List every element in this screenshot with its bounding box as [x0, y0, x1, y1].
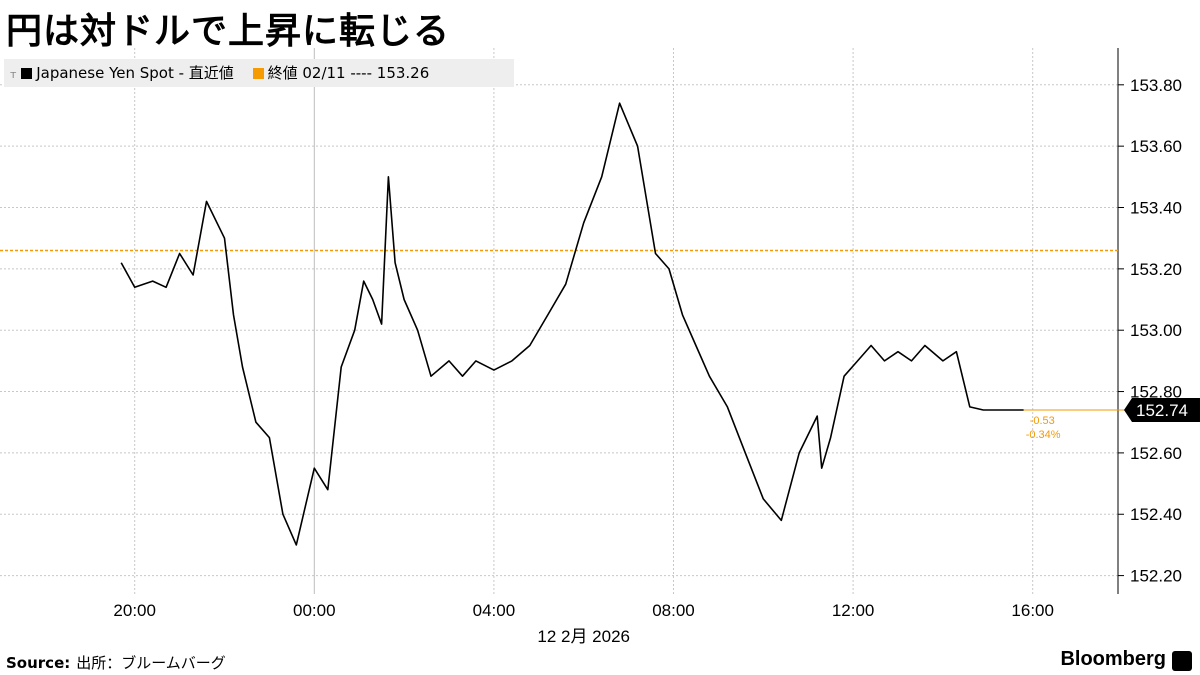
y-tick-label: 152.40	[1130, 505, 1182, 524]
y-tick-label: 153.40	[1130, 199, 1182, 218]
y-tick-label: 152.20	[1130, 567, 1182, 586]
y-tick-label: 153.60	[1130, 137, 1182, 156]
y-tick-label: 152.60	[1130, 444, 1182, 463]
y-tick-label: 153.80	[1130, 76, 1182, 95]
change-abs-label: -0.53	[1030, 415, 1055, 427]
x-date-label: 12 2月 2026	[537, 627, 630, 646]
legend-handle-icon: ᴛ	[10, 68, 17, 81]
legend-swatch-close	[252, 68, 264, 79]
x-tick-label: 08:00	[652, 601, 695, 620]
x-axis-ticks: 20:00 00:00 04:00 08:00 12:00 16:00 12 2月 2026	[113, 601, 1054, 646]
x-tick-label: 16:00	[1011, 601, 1054, 620]
y-axis-ticks: 152.20 152.40 152.60 152.80 153.00 153.20 153.…	[1118, 76, 1182, 586]
bloomberg-icon	[1172, 651, 1192, 671]
x-tick-label: 00:00	[293, 601, 336, 620]
grid-lines	[0, 48, 1118, 594]
last-value-tag	[1124, 397, 1200, 422]
y-tick-label: 153.20	[1130, 260, 1182, 279]
change-pct-label: -0.34%	[1026, 429, 1061, 441]
y-tick-label: 152.80	[1130, 383, 1182, 402]
page-title: 円は対ドルで上昇に転じる	[6, 10, 451, 52]
source-label: Source:	[6, 654, 71, 672]
y-tick-label: 153.00	[1130, 321, 1182, 340]
x-tick-label: 04:00	[473, 601, 516, 620]
brand-logo: Bloomberg	[1060, 648, 1166, 670]
source-text: 出所：ブルームバーグ	[76, 654, 226, 672]
legend-series-label: Japanese Yen Spot - 直近値	[36, 64, 234, 82]
x-tick-label: 12:00	[832, 601, 875, 620]
yen-spot-line	[120, 102, 1024, 546]
price-series	[120, 102, 1024, 546]
legend: ᴛ Japanese Yen Spot - 直近値 終値 02/11 ---- …	[4, 59, 514, 87]
last-value-marker: 152.74 -0.53 -0.34%	[1023, 397, 1200, 441]
x-tick-label: 20:00	[113, 601, 156, 620]
source-note: Source: 出所：ブルームバーグ	[6, 652, 226, 673]
legend-swatch-series	[21, 68, 33, 79]
legend-close-label: 終値 02/11 ---- 153.26	[267, 64, 430, 82]
last-value-label: 152.74	[1136, 401, 1188, 420]
